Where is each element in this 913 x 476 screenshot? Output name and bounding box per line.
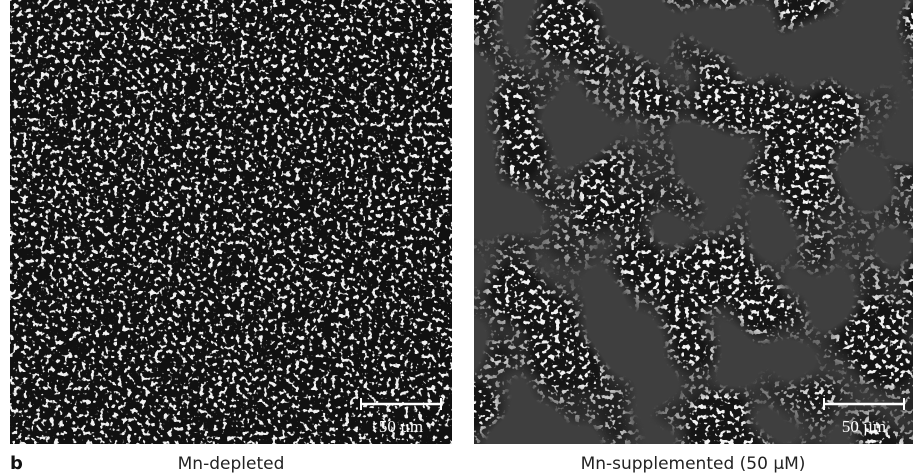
filament-texture xyxy=(10,0,452,444)
dark-patches xyxy=(474,0,913,444)
panel-label: Mn-depleted xyxy=(178,454,285,474)
figure-letter: b xyxy=(10,453,23,474)
scale-bar-label: 50 µm xyxy=(842,417,886,436)
panel-label: Mn-supplemented (50 μM) xyxy=(581,454,806,474)
figure: 50 µm 50 µm b Mn-depleted Mn-supplemente… xyxy=(0,0,913,476)
scale-bar-label: 50 µm xyxy=(379,417,423,436)
